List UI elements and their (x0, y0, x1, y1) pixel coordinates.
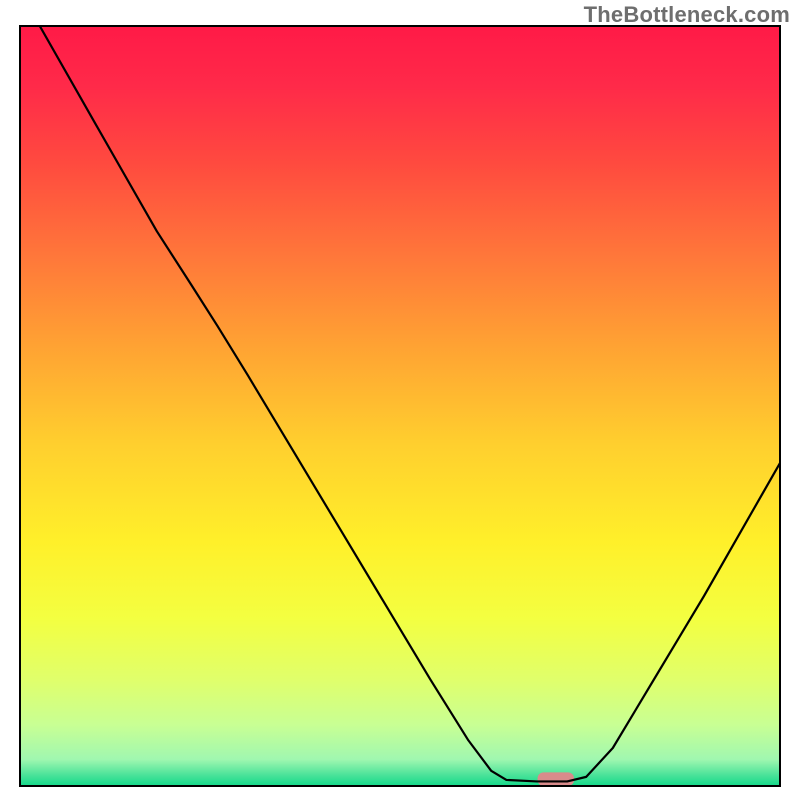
optimal-point-marker (538, 772, 574, 786)
watermark-text: TheBottleneck.com (584, 2, 790, 28)
gradient-background (20, 26, 780, 786)
bottleneck-chart (0, 0, 800, 800)
